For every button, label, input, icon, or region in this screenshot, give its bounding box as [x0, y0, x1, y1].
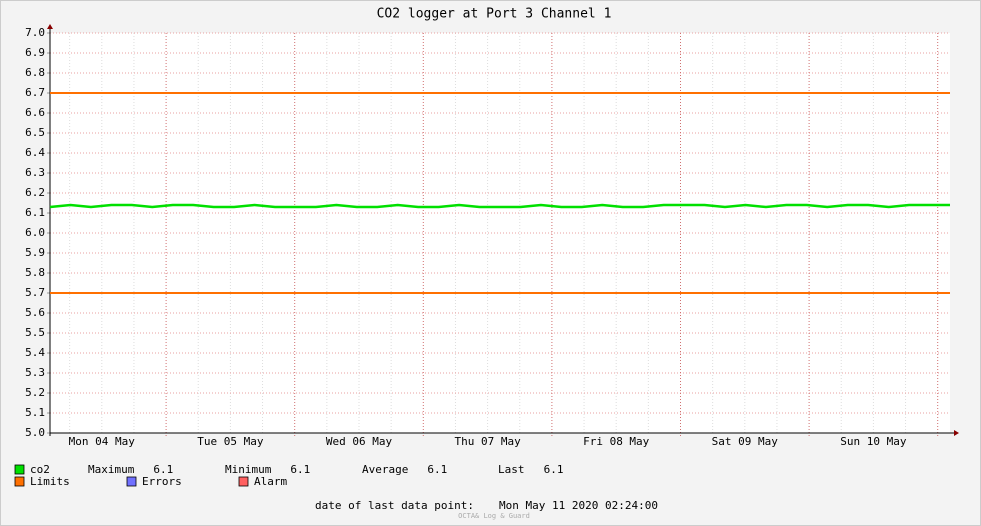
- y-tick-label: 5.8: [25, 266, 45, 279]
- x-tick-label: Tue 05 May: [197, 435, 264, 448]
- y-tick-label: 5.5: [25, 326, 45, 339]
- y-tick-label: 6.0: [25, 226, 45, 239]
- x-tick-label: Fri 08 May: [583, 435, 650, 448]
- y-tick-label: 6.5: [25, 126, 45, 139]
- y-tick-label: 5.7: [25, 286, 45, 299]
- y-tick-label: 5.4: [25, 346, 45, 359]
- y-tick-label: 5.6: [25, 306, 45, 319]
- stat-value: 6.1: [544, 463, 564, 476]
- y-tick-label: 6.2: [25, 186, 45, 199]
- footer-value: Mon May 11 2020 02:24:00: [499, 499, 658, 512]
- chart-title: CO2 logger at Port 3 Channel 1: [377, 7, 612, 22]
- y-tick-label: 7.0: [25, 26, 45, 39]
- y-tick-label: 6.8: [25, 66, 45, 79]
- y-tick-label: 6.6: [25, 106, 45, 119]
- x-tick-label: Thu 07 May: [454, 435, 521, 448]
- stat-value: 6.1: [290, 463, 310, 476]
- y-tick-label: 6.7: [25, 86, 45, 99]
- footer-label: date of last data point:: [315, 499, 474, 512]
- legend-label: Errors: [142, 475, 182, 488]
- data-line: [49, 203, 950, 209]
- x-tick-label: Wed 06 May: [326, 435, 393, 448]
- legend-swatch: [126, 476, 137, 487]
- y-tick-label: 6.4: [25, 146, 45, 159]
- y-tick-label: 6.1: [25, 206, 45, 219]
- legend-label: Limits: [30, 475, 70, 488]
- legend-label: co2: [30, 463, 50, 476]
- stat-value: 6.1: [427, 463, 447, 476]
- y-tick-label: 5.2: [25, 386, 45, 399]
- legend-swatch: [238, 476, 249, 487]
- y-tick-label: 5.9: [25, 246, 45, 259]
- stat-label: Maximum: [88, 463, 135, 476]
- stat-label: Average: [362, 463, 408, 476]
- y-tick-label: 5.3: [25, 366, 45, 379]
- y-arrow: [47, 24, 53, 29]
- x-tick-label: Sat 09 May: [712, 435, 779, 448]
- watermark: OCTA& Log & Guard: [458, 512, 530, 520]
- x-tick-label: Mon 04 May: [69, 435, 136, 448]
- x-tick-label: Sun 10 May: [840, 435, 907, 448]
- stat-value: 6.1: [153, 463, 173, 476]
- legend-label: Alarm: [254, 475, 287, 488]
- x-arrow: [954, 430, 959, 436]
- stat-label: Last: [498, 463, 525, 476]
- y-tick-label: 5.0: [25, 426, 45, 439]
- legend-swatch: [14, 464, 25, 475]
- y-tick-label: 6.3: [25, 166, 45, 179]
- stat-label: Minimum: [225, 463, 272, 476]
- y-tick-label: 6.9: [25, 46, 45, 59]
- legend-swatch: [14, 476, 25, 487]
- y-tick-label: 5.1: [25, 406, 45, 419]
